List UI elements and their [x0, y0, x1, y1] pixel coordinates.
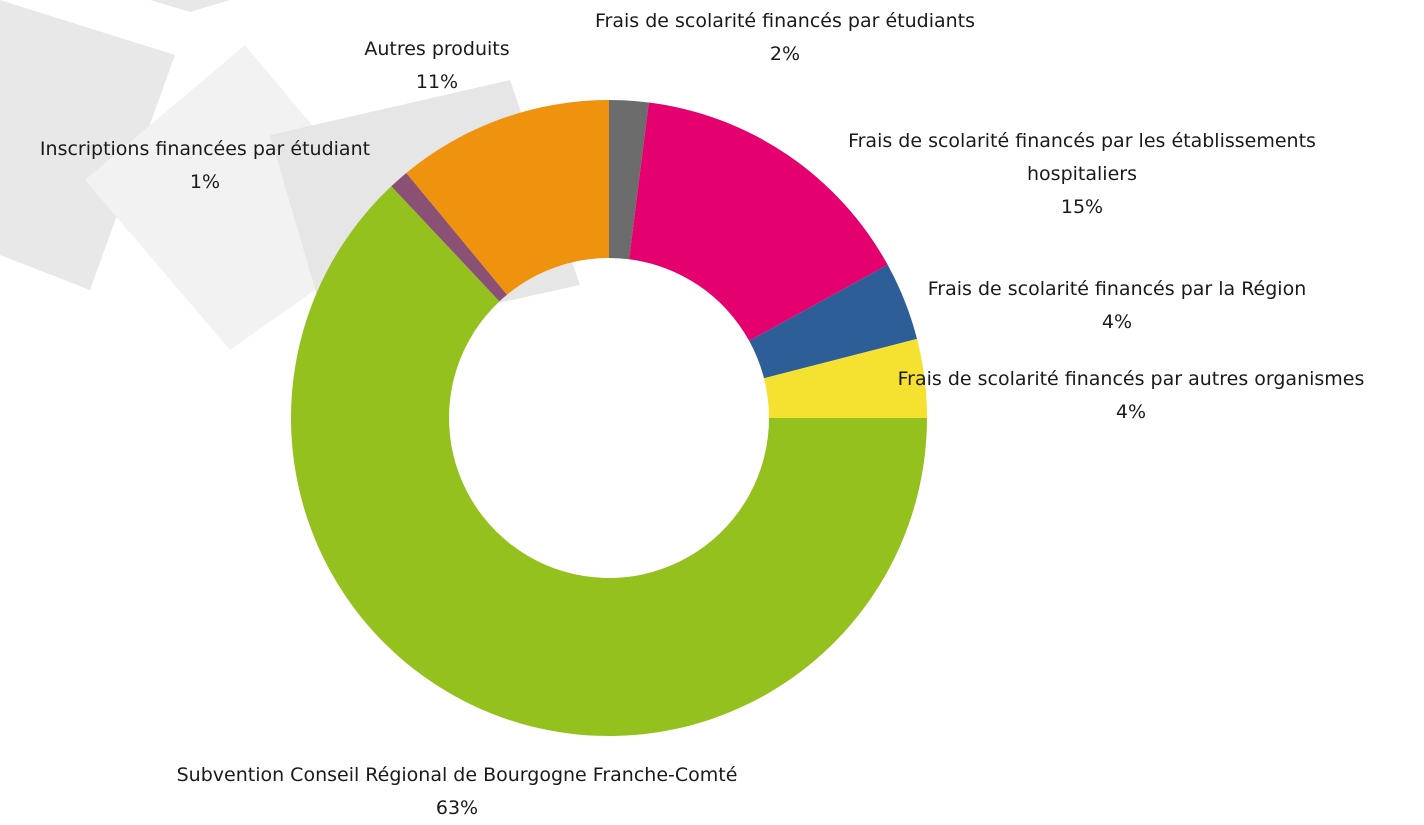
donut-slice [406, 100, 609, 295]
category-label: Frais de scolarité financés par étudiant… [594, 10, 976, 32]
slice-label: Autres produits 11% [364, 33, 509, 99]
slice-label: Subvention Conseil Régional de Bourgogne… [177, 759, 738, 825]
value-label: 4% [1115, 401, 1147, 423]
value-label: 15% [1060, 196, 1104, 218]
donut-slice [629, 102, 888, 341]
donut-slice [763, 338, 927, 418]
slice-label: Frais de scolarité financés par la Régio… [928, 273, 1307, 339]
slice-label: Frais de scolarité financés par les étab… [802, 125, 1362, 224]
donut-slice [391, 172, 508, 302]
slice-label: Frais de scolarité financés par étudiant… [595, 5, 975, 71]
value-label: 63% [435, 797, 479, 819]
category-label: Autres produits [364, 38, 510, 60]
category-label: Frais de scolarité financés par autres o… [897, 368, 1365, 390]
donut-slice [749, 264, 918, 379]
donut-slice [290, 186, 928, 736]
category-label: Frais de scolarité financés par la Régio… [927, 278, 1307, 300]
slice-label: Frais de scolarité financés par autres o… [898, 363, 1365, 429]
donut-slice [609, 100, 649, 260]
category-label: Inscriptions financées par étudiant [39, 138, 371, 160]
value-label: 1% [189, 171, 221, 193]
donut [290, 100, 928, 736]
category-label: Subvention Conseil Régional de Bourgogne… [176, 764, 738, 786]
value-label: 11% [415, 71, 459, 93]
value-label: 4% [1101, 311, 1133, 333]
slice-label: Inscriptions financées par étudiant 1% [40, 133, 370, 199]
category-label: Frais de scolarité financés par les étab… [848, 130, 1316, 185]
value-label: 2% [769, 43, 801, 65]
